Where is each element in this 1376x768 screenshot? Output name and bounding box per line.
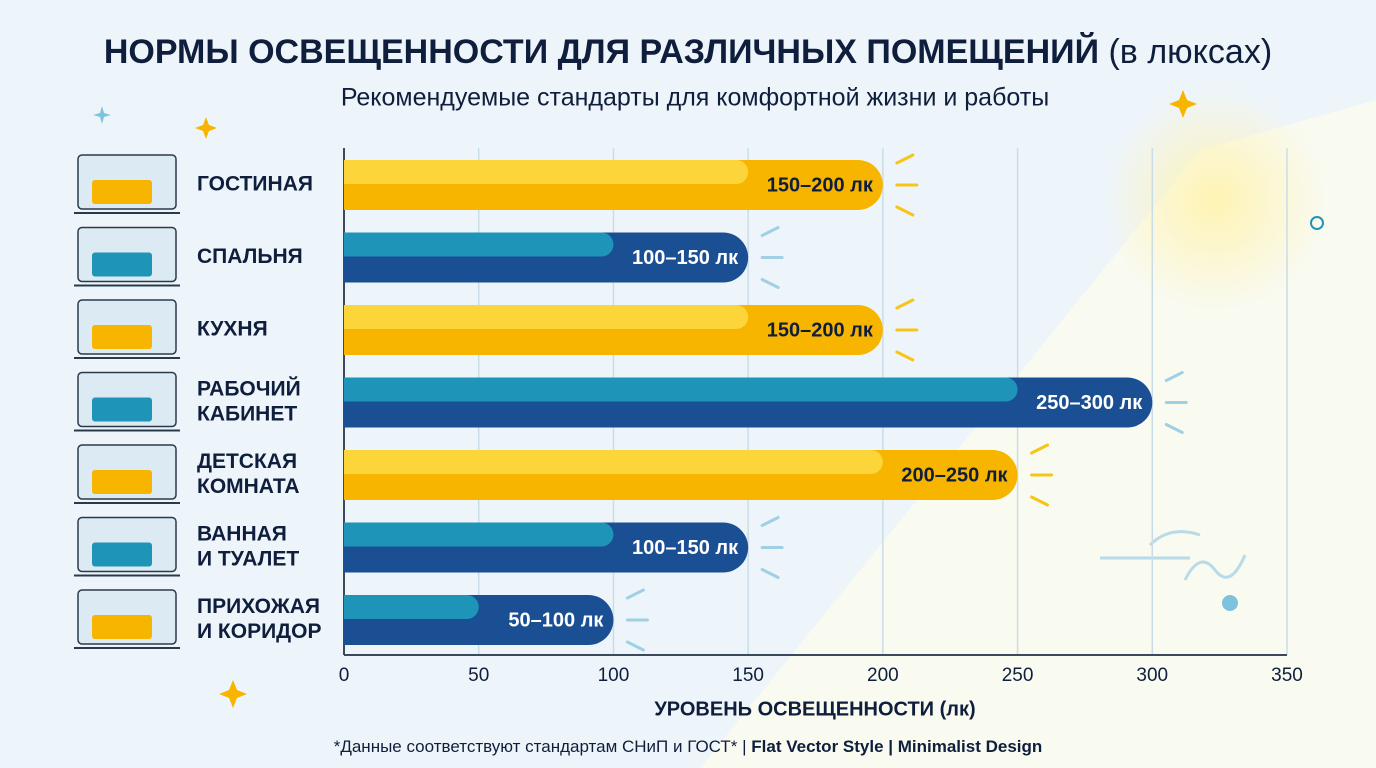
room-icon-detail: [92, 615, 152, 639]
category-label: И КОРИДОР: [197, 620, 321, 643]
footnote-part: | Minimalist Design: [884, 737, 1043, 756]
bar-highlight: [344, 595, 479, 619]
x-tick-label: 300: [1136, 665, 1168, 686]
category-label: СПАЛЬНЯ: [197, 245, 303, 268]
bar-highlight: [344, 305, 749, 329]
room-icon-detail: [92, 252, 152, 277]
value-label: 150–200 лк: [767, 174, 874, 196]
title-unit: (в люксах): [1108, 33, 1272, 71]
room-icon-detail: [92, 180, 152, 204]
category-label: И ТУАЛЕТ: [197, 548, 299, 571]
decor-circle: [1310, 216, 1324, 230]
footnote-part: Flat Vector Style: [751, 737, 883, 756]
category-label: КУХНЯ: [197, 318, 268, 341]
category-label: ВАННАЯ: [197, 523, 287, 546]
room-icon-detail: [92, 470, 152, 494]
footnote: *Данные соответствуют стандартам СНиП и …: [334, 737, 1043, 756]
sparkle: [1169, 90, 1197, 118]
value-label: 250–300 лк: [1036, 392, 1143, 414]
room-icon-detail: [92, 542, 152, 567]
x-tick-label: 100: [598, 665, 630, 686]
ray: [760, 226, 784, 289]
title-main: НОРМЫ ОСВЕЩЕННОСТИ ДЛЯ РАЗЛИЧНЫХ ПОМЕЩЕН…: [104, 32, 1099, 71]
chart-title: НОРМЫ ОСВЕЩЕННОСТИ ДЛЯ РАЗЛИЧНЫХ ПОМЕЩЕН…: [104, 32, 1272, 71]
ray: [895, 298, 919, 362]
bar-highlight: [344, 160, 749, 184]
bar-highlight: [344, 450, 883, 474]
ray: [625, 588, 649, 652]
x-axis-label: УРОВЕНЬ ОСВЕЩЕННОСТИ (лк): [654, 698, 975, 720]
ray: [760, 516, 784, 579]
category-label: ДЕТСКАЯ: [197, 450, 297, 473]
sparkle: [195, 117, 217, 139]
plot: 0 50 100 150 200 250 300 350 ГОСТИНАЯ 150–200 лк С…: [74, 148, 1303, 686]
x-tick-label: 0: [339, 665, 350, 686]
category-label: ПРИХОЖАЯ: [197, 595, 320, 618]
x-tick-label: 350: [1271, 665, 1303, 686]
value-label: 50–100 лк: [508, 609, 604, 631]
x-tick-label: 150: [732, 665, 764, 686]
footnote-part: *Данные соответствуют стандартам СНиП и …: [334, 737, 752, 756]
category-label: ГОСТИНАЯ: [197, 173, 313, 196]
x-tick-label: 200: [867, 665, 899, 686]
value-label: 200–250 лк: [901, 464, 1008, 486]
sparkle: [93, 106, 111, 124]
sparkle: [219, 680, 247, 708]
bar-highlight: [344, 377, 1018, 402]
decor-circle: [1222, 595, 1238, 611]
room-icon-detail: [92, 325, 152, 349]
sun-glow: [1105, 90, 1325, 310]
room-icon-detail: [92, 397, 152, 422]
category-label: КОМНАТА: [197, 475, 300, 498]
value-label: 100–150 лк: [632, 247, 739, 269]
x-tick-label: 50: [468, 665, 489, 686]
value-label: 100–150 лк: [632, 537, 739, 559]
ray: [1164, 371, 1188, 434]
bar-highlight: [344, 522, 614, 547]
chart-subtitle: Рекомендуемые стандарты для комфортной ж…: [341, 84, 1049, 112]
ray: [895, 153, 919, 217]
x-tick-label: 250: [1002, 665, 1034, 686]
decor-lines: [1100, 530, 1247, 581]
value-label: 150–200 лк: [767, 319, 874, 341]
category-label: РАБОЧИЙ: [197, 377, 301, 401]
category-label: КАБИНЕТ: [197, 403, 297, 426]
ray: [1030, 443, 1054, 507]
bar-highlight: [344, 232, 614, 257]
